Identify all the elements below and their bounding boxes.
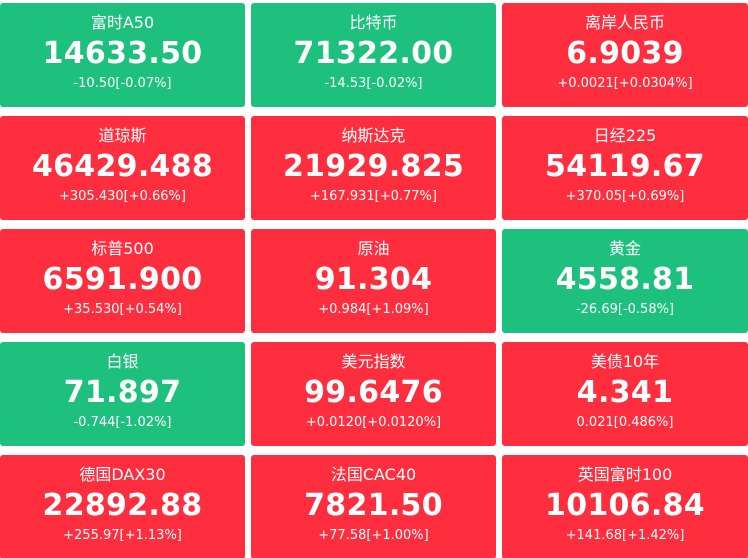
- quote-name: 原油: [357, 239, 390, 258]
- quote-price: 10106.84: [545, 488, 705, 523]
- quote-change: +305.430[+0.66%]: [59, 189, 186, 204]
- quote-change: -0.744[-1.02%]: [73, 415, 172, 430]
- quote-price: 6.9039: [566, 36, 684, 71]
- quote-tile-offshore-cny[interactable]: 离岸人民币 6.9039 +0.0021[+0.0304%]: [502, 3, 748, 107]
- quote-change: +77.58[+1.00%]: [318, 528, 429, 543]
- quote-tile-nasdaq[interactable]: 纳斯达克 21929.825 +167.931[+0.77%]: [251, 116, 496, 220]
- quote-price: 91.304: [314, 262, 433, 297]
- quote-price: 21929.825: [282, 149, 465, 184]
- quote-name: 美元指数: [341, 352, 406, 371]
- quote-name: 离岸人民币: [584, 13, 665, 32]
- quote-change: +0.984[+1.09%]: [318, 302, 429, 317]
- quote-price: 71.897: [63, 375, 182, 410]
- quote-tile-us-10y-treasury[interactable]: 美债10年 4.341 0.021[0.486%]: [502, 342, 748, 446]
- quote-name: 德国DAX30: [79, 465, 166, 484]
- quote-change: -10.50[-0.07%]: [73, 76, 172, 91]
- quote-tile-ftse-a50[interactable]: 富时A50 14633.50 -10.50[-0.07%]: [0, 3, 245, 107]
- quote-name: 英国富时100: [577, 465, 673, 484]
- quote-change: +0.0021[+0.0304%]: [557, 76, 693, 91]
- quote-change: +0.0120[+0.0120%]: [305, 415, 442, 430]
- quote-tile-germany-dax30[interactable]: 德国DAX30 22892.88 +255.97[+1.13%]: [0, 455, 245, 558]
- quote-price: 14633.50: [42, 36, 203, 71]
- quote-change: 0.021[0.486%]: [576, 415, 674, 430]
- quote-change: -14.53[-0.02%]: [324, 76, 423, 91]
- quote-tile-dow-jones[interactable]: 道琼斯 46429.488 +305.430[+0.66%]: [0, 116, 245, 220]
- quote-price: 54119.67: [545, 149, 705, 184]
- quote-change: +35.530[+0.54%]: [63, 302, 182, 317]
- quote-change: +141.68[+1.42%]: [565, 528, 685, 543]
- quote-name: 美债10年: [590, 352, 660, 371]
- quote-change: +167.931[+0.77%]: [310, 189, 437, 204]
- quote-price: 99.6476: [304, 375, 443, 410]
- quote-price: 71322.00: [293, 36, 454, 71]
- quote-tile-bitcoin[interactable]: 比特币 71322.00 -14.53[-0.02%]: [251, 3, 496, 107]
- quote-name: 黄金: [608, 239, 641, 258]
- quote-change: +255.97[+1.13%]: [63, 528, 182, 543]
- quote-name: 富时A50: [90, 13, 155, 32]
- quote-price: 6591.900: [42, 262, 203, 297]
- quote-name: 道琼斯: [98, 126, 147, 145]
- quote-price: 22892.88: [42, 488, 203, 523]
- quote-price: 4558.81: [555, 262, 695, 297]
- quote-tile-uk-ftse100[interactable]: 英国富时100 10106.84 +141.68[+1.42%]: [502, 455, 748, 558]
- quote-price: 4.341: [576, 375, 674, 410]
- quote-name: 纳斯达克: [341, 126, 406, 145]
- quote-tile-sp500[interactable]: 标普500 6591.900 +35.530[+0.54%]: [0, 229, 245, 333]
- quote-tile-gold[interactable]: 黄金 4558.81 -26.69[-0.58%]: [502, 229, 748, 333]
- quote-name: 法国CAC40: [330, 465, 417, 484]
- quote-tile-crude-oil[interactable]: 原油 91.304 +0.984[+1.09%]: [251, 229, 496, 333]
- quote-tile-france-cac40[interactable]: 法国CAC40 7821.50 +77.58[+1.00%]: [251, 455, 496, 558]
- quote-change: +370.05[+0.69%]: [565, 189, 685, 204]
- quote-tile-nikkei-225[interactable]: 日经225 54119.67 +370.05[+0.69%]: [502, 116, 748, 220]
- quote-name: 白银: [106, 352, 139, 371]
- quote-tile-silver[interactable]: 白银 71.897 -0.744[-1.02%]: [0, 342, 245, 446]
- quote-name: 比特币: [349, 13, 398, 32]
- quote-price: 7821.50: [304, 488, 443, 523]
- quote-change: -26.69[-0.58%]: [575, 302, 675, 317]
- quote-price: 46429.488: [31, 149, 214, 184]
- quote-name: 日经225: [593, 126, 657, 145]
- quote-name: 标普500: [91, 239, 154, 258]
- quote-tile-dollar-index[interactable]: 美元指数 99.6476 +0.0120[+0.0120%]: [251, 342, 496, 446]
